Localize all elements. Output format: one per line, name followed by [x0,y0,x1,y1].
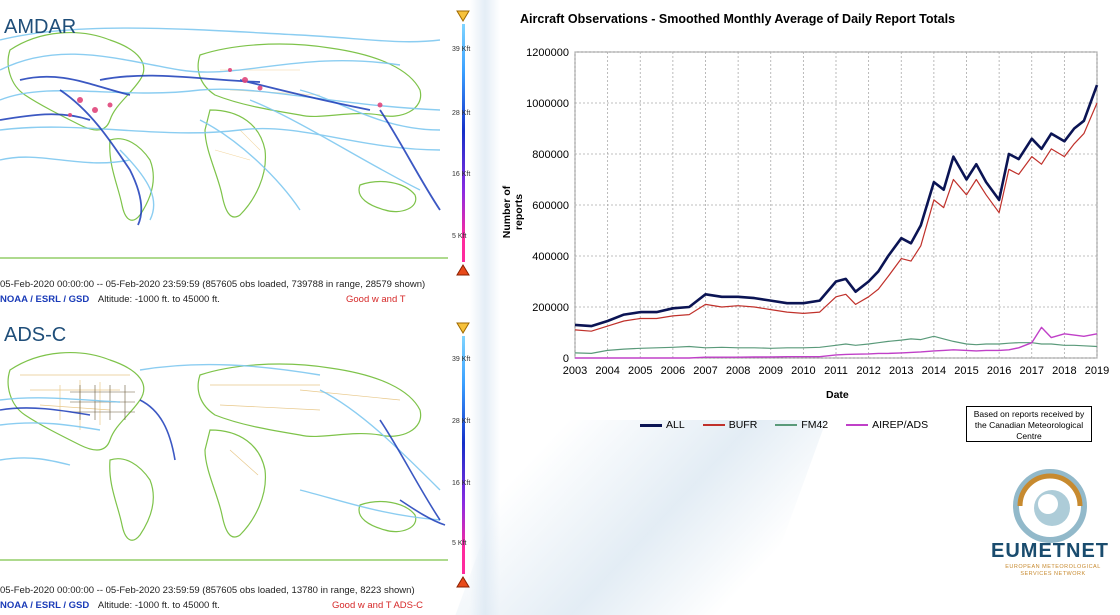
altitude-label: 39 Kft [452,46,471,53]
chart-legend: ALL BUFR FM42 AIREP/ADS [640,419,928,431]
eumetnet-logo-icon [1013,469,1087,543]
x-tick-label: 2007 [693,365,717,377]
legend-swatch [846,424,869,426]
legend-swatch [640,423,662,427]
altitude-colorbar: 39 Kft 28 Kft 16 Kft 5 Kft [452,320,476,588]
x-tick-label: 2009 [759,365,783,377]
legend-item-airep-ads: AIREP/ADS [846,419,928,431]
note-line: Centre [1016,431,1042,441]
y-tick-label: 200000 [532,302,569,314]
x-tick-label: 2006 [661,365,685,377]
legend-item-bufr: BUFR [702,419,758,431]
legend-label: AIREP/ADS [872,419,929,431]
ads-c-map-panel: ADS-C 39 Kft 28 Kft 16 Kft 5 Kft 05-Feb-… [0,318,478,615]
legend-item-fm42: FM42 [775,419,828,431]
series-line-all [574,84,1099,328]
altitude-color-scale [462,24,465,262]
y-tick-label: 600000 [532,200,569,212]
altitude-label: 16 Kft [452,171,471,178]
amdar-world-map[interactable] [0,10,448,268]
altitude-label: 28 Kft [452,418,471,425]
altitude-label: 16 Kft [452,480,471,487]
logo-subtitle: EUROPEAN METEOROLOGICAL SERVICES NETWORK [1005,564,1101,577]
x-tick-label: 2008 [726,365,750,377]
y-tick-label: 0 [563,353,569,365]
logo-wordmark: EUMETNET [991,540,1109,562]
note-line: Based on reports received by [973,409,1085,419]
altitude-label: 5 Kft [452,540,467,547]
up-arrow-icon[interactable] [456,10,470,22]
x-tick-label: 2011 [824,365,848,377]
y-axis-label: Number of reports [501,185,525,239]
x-tick-label: 2005 [628,365,652,377]
map-title: AMDAR [4,16,77,38]
up-arrow-icon[interactable] [456,322,470,334]
altitude-label: 5 Kft [452,233,467,240]
legend-label: BUFR [728,419,758,431]
x-tick-label: 2015 [954,365,978,377]
legend-label: ALL [666,419,685,431]
ads-c-map-graphic [0,352,448,561]
map-info-line: NOAA / ESRL / GSD Altitude: -1000 ft. to… [0,600,478,611]
map-info-line: NOAA / ESRL / GSD Altitude: -1000 ft. to… [0,294,478,305]
series-line-airep-ads [575,326,1098,359]
down-arrow-icon[interactable] [456,576,470,588]
amdar-map-panel: AMDAR 39 Kft 28 Kft 16 Kft 5 Kft 05-Feb-… [0,0,478,305]
amdar-map-graphic [0,27,448,259]
legend-item-all: ALL [640,419,685,431]
legend-swatch [702,424,725,426]
y-tick-label: 1000000 [526,98,569,110]
x-tick-label: 2003 [563,365,587,377]
series-line-bufr [574,102,1098,332]
quality-filter-label: Good w and T [346,294,406,305]
note-line: the Canadian Meteorological [974,420,1084,430]
chart-title: Aircraft Observations - Smoothed Monthly… [520,12,956,26]
x-tick-label: 2010 [791,365,815,377]
altitude-colorbar: 39 Kft 28 Kft 16 Kft 5 Kft [452,8,476,276]
series-line-fm42 [574,335,1098,354]
y-tick-label: 400000 [532,251,569,263]
map-time-range: 05-Feb-2020 00:00:00 -- 05-Feb-2020 23:5… [0,279,426,290]
data-source-label: NOAA / ESRL / GSD [0,294,90,305]
data-source-note: Based on reports received by the Canadia… [966,406,1092,442]
altitude-range-label: Altitude: -1000 ft. to 45000 ft. [97,294,220,305]
down-arrow-icon[interactable] [456,264,470,276]
altitude-label: 28 Kft [452,110,471,117]
quality-filter-label: Good w and T ADS-C [332,600,424,611]
x-tick-label: 2004 [595,365,619,377]
x-tick-label: 2018 [1052,365,1076,377]
map-title: ADS-C [4,324,67,346]
legend-swatch [775,424,798,426]
x-tick-label: 2016 [987,365,1011,377]
x-axis-label: Date [826,389,849,401]
x-tick-label: 2012 [856,365,880,377]
ads-c-world-map[interactable] [0,330,448,588]
y-tick-label: 1200000 [526,47,569,59]
legend-label: FM42 [801,419,829,431]
x-tick-label: 2013 [889,365,913,377]
data-source-label: NOAA / ESRL / GSD [0,600,90,611]
x-tick-label: 2019 [1085,365,1109,377]
map-time-range: 05-Feb-2020 00:00:00 -- 05-Feb-2020 23:5… [0,585,415,596]
altitude-range-label: Altitude: -1000 ft. to 45000 ft. [97,600,220,611]
x-tick-label: 2017 [1020,365,1044,377]
y-tick-label: 800000 [532,149,569,161]
altitude-label: 39 Kft [452,356,471,363]
altitude-color-scale [462,336,465,574]
x-tick-label: 2014 [922,365,946,377]
